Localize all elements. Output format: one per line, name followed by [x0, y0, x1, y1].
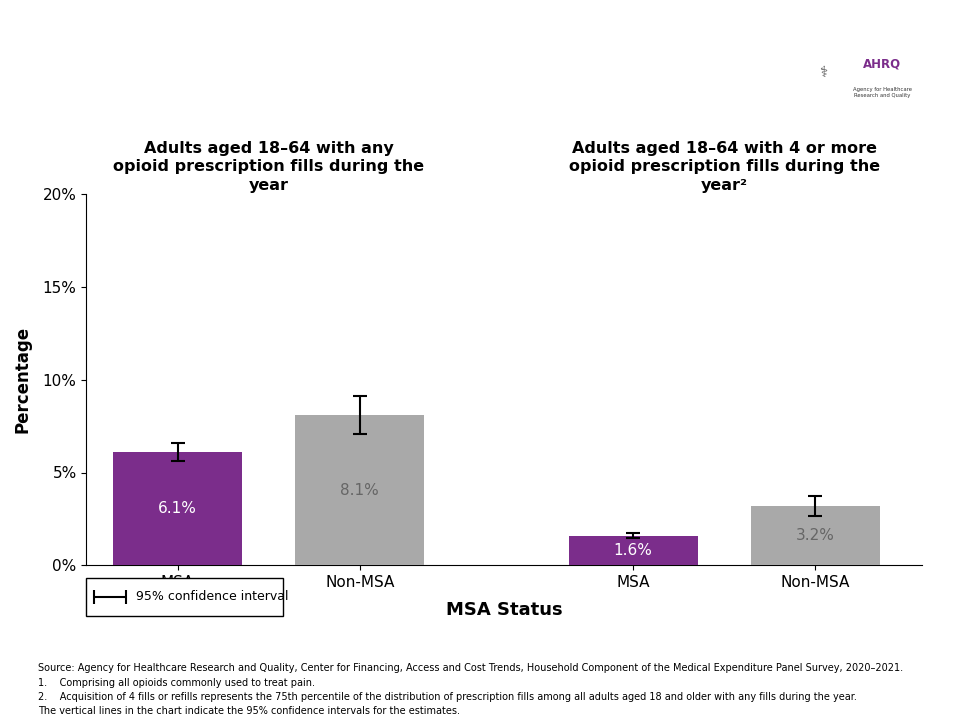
FancyBboxPatch shape	[86, 578, 283, 616]
Text: 3.2%: 3.2%	[796, 528, 835, 543]
Bar	[568, 536, 698, 565]
Text: Source: Agency for Healthcare Research and Quality, Center for Financing, Access: Source: Agency for Healthcare Research a…	[38, 663, 903, 716]
Text: Adults aged 18–64 with any
opioid prescription fills during the
year: Adults aged 18–64 with any opioid prescr…	[113, 141, 424, 193]
Y-axis label: Percentage: Percentage	[13, 326, 32, 433]
X-axis label: MSA Status: MSA Status	[445, 601, 563, 619]
Text: Agency for Healthcare
Research and Quality: Agency for Healthcare Research and Quali…	[852, 86, 912, 98]
Text: Adults aged 18–64 with 4 or more
opioid prescription fills during the
year²: Adults aged 18–64 with 4 or more opioid …	[568, 141, 879, 193]
Text: 1.6%: 1.6%	[613, 543, 653, 558]
Text: ⚕: ⚕	[820, 65, 828, 80]
Circle shape	[787, 12, 936, 158]
Text: AHRQ: AHRQ	[863, 58, 901, 71]
Text: 95% confidence interval: 95% confidence interval	[135, 590, 288, 603]
Bar	[295, 415, 424, 565]
Text: 8.1%: 8.1%	[341, 482, 379, 498]
Bar	[751, 506, 879, 565]
Bar	[113, 452, 242, 565]
Text: Figure 7. Average annual percentage of adults aged 18–64
who filled outpatient o: Figure 7. Average annual percentage of a…	[78, 55, 767, 125]
Text: 6.1%: 6.1%	[158, 501, 197, 516]
